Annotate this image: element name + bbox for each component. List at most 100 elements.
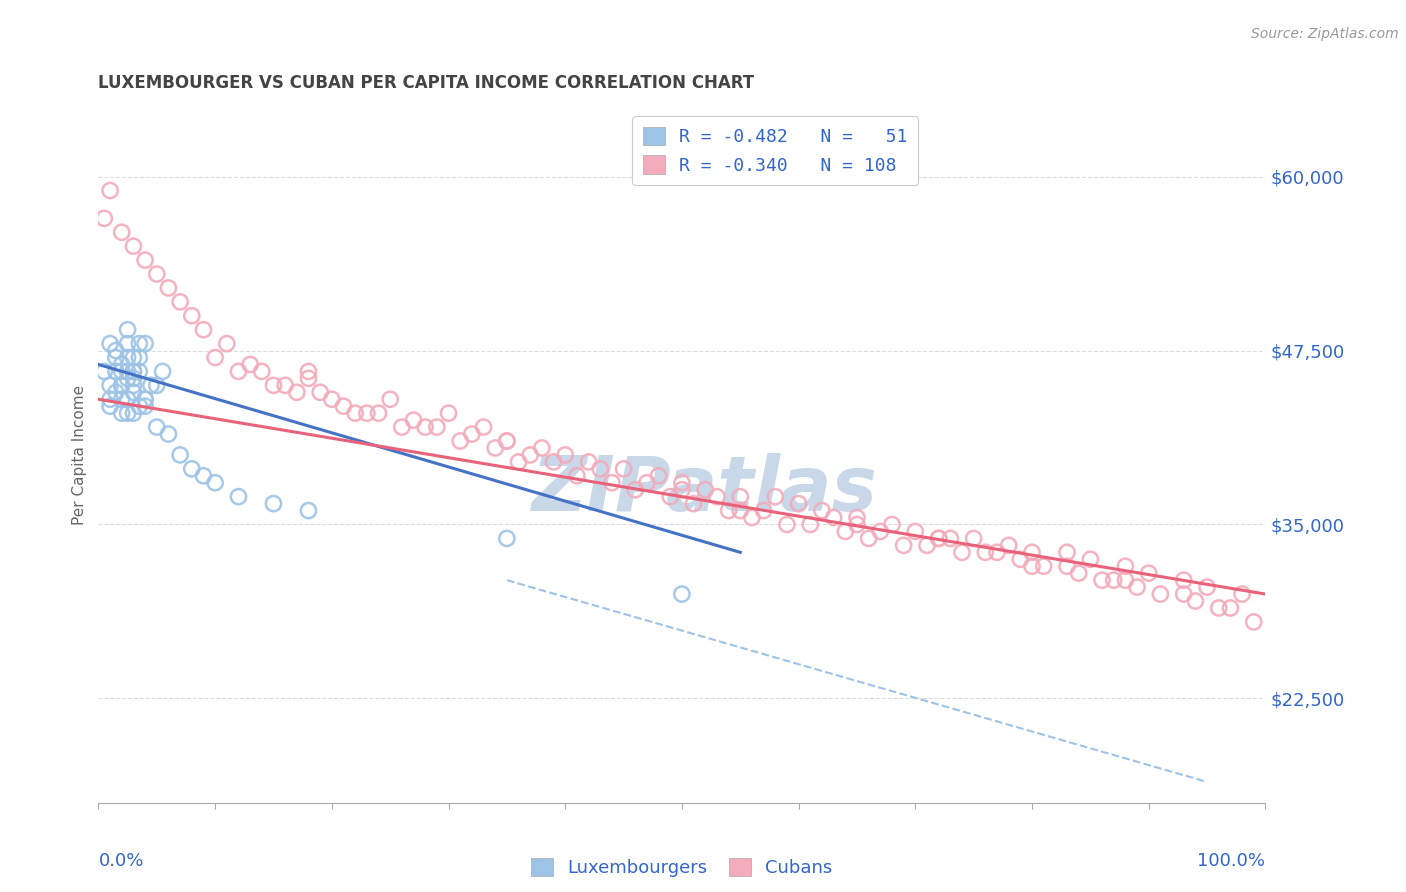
Point — [554, 448, 576, 462]
Legend: Luxembourgers, Cubans: Luxembourgers, Cubans — [524, 850, 839, 884]
Point — [98, 184, 121, 198]
Point — [134, 336, 156, 351]
Point — [543, 455, 565, 469]
Point — [157, 427, 180, 442]
Point — [834, 524, 856, 539]
Point — [845, 517, 868, 532]
Point — [823, 510, 845, 524]
Point — [752, 503, 775, 517]
Point — [391, 420, 413, 434]
Point — [950, 545, 973, 559]
Point — [461, 427, 484, 442]
Text: LUXEMBOURGER VS CUBAN PER CAPITA INCOME CORRELATION CHART: LUXEMBOURGER VS CUBAN PER CAPITA INCOME … — [98, 74, 755, 92]
Point — [682, 497, 704, 511]
Point — [1056, 559, 1078, 574]
Point — [811, 503, 834, 517]
Point — [111, 358, 134, 372]
Y-axis label: Per Capita Income: Per Capita Income — [72, 384, 87, 525]
Point — [578, 455, 600, 469]
Point — [204, 475, 226, 490]
Point — [484, 441, 506, 455]
Point — [928, 532, 950, 546]
Point — [508, 455, 530, 469]
Point — [1243, 615, 1265, 629]
Point — [1067, 566, 1090, 581]
Point — [730, 503, 752, 517]
Point — [134, 399, 156, 413]
Text: 100.0%: 100.0% — [1198, 852, 1265, 870]
Point — [1021, 559, 1043, 574]
Point — [117, 351, 139, 365]
Point — [799, 517, 821, 532]
Point — [519, 448, 541, 462]
Point — [122, 385, 145, 400]
Point — [1173, 587, 1195, 601]
Point — [589, 462, 612, 476]
Point — [104, 351, 127, 365]
Point — [104, 343, 127, 358]
Point — [472, 420, 495, 434]
Point — [1032, 559, 1054, 574]
Point — [297, 371, 319, 385]
Point — [1195, 580, 1218, 594]
Point — [332, 399, 354, 413]
Point — [495, 434, 517, 448]
Point — [250, 364, 273, 378]
Point — [624, 483, 647, 497]
Point — [671, 475, 693, 490]
Point — [122, 371, 145, 385]
Point — [893, 538, 915, 552]
Point — [787, 497, 810, 511]
Point — [93, 211, 115, 226]
Point — [1010, 552, 1032, 566]
Point — [146, 420, 169, 434]
Point — [122, 351, 145, 365]
Point — [274, 378, 297, 392]
Point — [169, 294, 191, 309]
Point — [146, 267, 169, 281]
Point — [122, 239, 145, 253]
Point — [344, 406, 367, 420]
Point — [111, 406, 134, 420]
Point — [117, 392, 139, 407]
Point — [111, 225, 134, 239]
Point — [600, 475, 623, 490]
Point — [139, 378, 162, 392]
Point — [134, 392, 156, 407]
Point — [437, 406, 460, 420]
Point — [128, 351, 150, 365]
Point — [915, 538, 938, 552]
Point — [706, 490, 728, 504]
Point — [98, 336, 121, 351]
Point — [193, 323, 215, 337]
Point — [1184, 594, 1206, 608]
Point — [239, 358, 262, 372]
Point — [1126, 580, 1149, 594]
Point — [104, 364, 127, 378]
Point — [122, 364, 145, 378]
Point — [228, 490, 250, 504]
Point — [845, 510, 868, 524]
Point — [180, 462, 202, 476]
Text: 0.0%: 0.0% — [98, 852, 143, 870]
Point — [309, 385, 332, 400]
Point — [134, 392, 156, 407]
Point — [93, 364, 115, 378]
Point — [671, 587, 693, 601]
Point — [636, 475, 658, 490]
Point — [193, 468, 215, 483]
Point — [180, 309, 202, 323]
Point — [122, 364, 145, 378]
Point — [117, 371, 139, 385]
Point — [228, 364, 250, 378]
Point — [117, 406, 139, 420]
Point — [869, 524, 891, 539]
Point — [297, 503, 319, 517]
Point — [939, 532, 962, 546]
Point — [402, 413, 425, 427]
Point — [98, 378, 121, 392]
Point — [612, 462, 634, 476]
Point — [1021, 545, 1043, 559]
Point — [152, 364, 174, 378]
Text: ZIPatlas: ZIPatlas — [533, 453, 879, 526]
